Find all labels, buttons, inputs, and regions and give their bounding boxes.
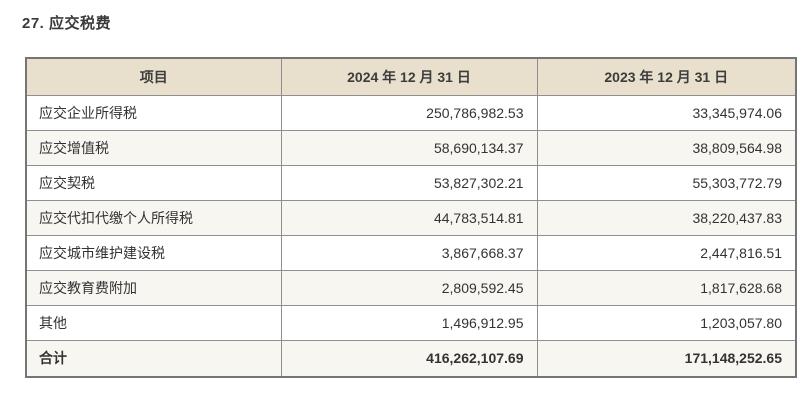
row-value-2023: 55,303,772.79	[536, 164, 797, 201]
row-label: 应交契税	[25, 164, 282, 201]
column-header-item: 项目	[25, 57, 282, 96]
row-value-2024: 1,496,912.95	[280, 304, 538, 341]
row-value-2023: 1,203,057.80	[536, 304, 797, 341]
table-body: 应交企业所得税 250,786,982.53 33,345,974.06 应交增…	[25, 94, 797, 341]
table-header-row: 项目 2024 年 12 月 31 日 2023 年 12 月 31 日	[25, 57, 797, 96]
row-value-2024: 250,786,982.53	[280, 94, 538, 131]
table-footer: 合计 416,262,107.69 171,148,252.65	[25, 339, 797, 378]
row-value-2024: 2,809,592.45	[280, 269, 538, 306]
table-header: 项目 2024 年 12 月 31 日 2023 年 12 月 31 日	[25, 57, 797, 96]
row-label: 应交代扣代缴个人所得税	[25, 199, 282, 236]
row-label: 应交城市维护建设税	[25, 234, 282, 271]
table-row: 应交增值税 58,690,134.37 38,809,564.98	[25, 129, 797, 166]
row-value-2023: 33,345,974.06	[536, 94, 797, 131]
row-value-2024: 58,690,134.37	[280, 129, 538, 166]
row-value-2023: 2,447,816.51	[536, 234, 797, 271]
row-label: 应交企业所得税	[25, 94, 282, 131]
row-label: 应交增值税	[25, 129, 282, 166]
table-row: 应交企业所得税 250,786,982.53 33,345,974.06	[25, 94, 797, 131]
section-title: 27. 应交税费	[22, 15, 112, 32]
row-value-2023: 1,817,628.68	[536, 269, 797, 306]
row-label: 其他	[25, 304, 282, 341]
table-row: 应交教育费附加 2,809,592.45 1,817,628.68	[25, 269, 797, 306]
total-label: 合计	[25, 339, 282, 378]
total-value-2024: 416,262,107.69	[280, 339, 538, 378]
table-row: 应交城市维护建设税 3,867,668.37 2,447,816.51	[25, 234, 797, 271]
table-row: 应交代扣代缴个人所得税 44,783,514.81 38,220,437.83	[25, 199, 797, 236]
row-value-2024: 44,783,514.81	[280, 199, 538, 236]
total-row: 合计 416,262,107.69 171,148,252.65	[25, 339, 797, 378]
row-value-2023: 38,220,437.83	[536, 199, 797, 236]
row-label: 应交教育费附加	[25, 269, 282, 306]
table-row: 应交契税 53,827,302.21 55,303,772.79	[25, 164, 797, 201]
row-value-2024: 3,867,668.37	[280, 234, 538, 271]
table-row: 其他 1,496,912.95 1,203,057.80	[25, 304, 797, 341]
total-value-2023: 171,148,252.65	[536, 339, 797, 378]
taxes-payable-table: 项目 2024 年 12 月 31 日 2023 年 12 月 31 日 应交企…	[25, 57, 797, 378]
column-header-2024: 2024 年 12 月 31 日	[280, 57, 538, 96]
column-header-2023: 2023 年 12 月 31 日	[536, 57, 797, 96]
row-value-2024: 53,827,302.21	[280, 164, 538, 201]
row-value-2023: 38,809,564.98	[536, 129, 797, 166]
